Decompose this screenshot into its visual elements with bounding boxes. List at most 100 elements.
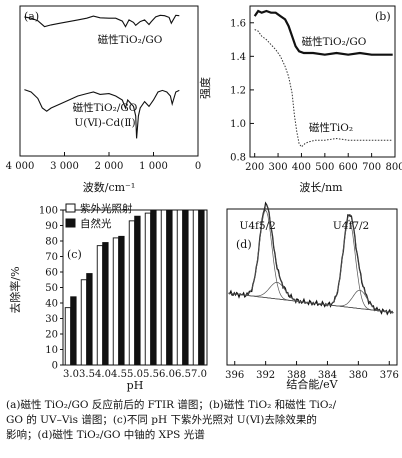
- panel-a-x-axis-label: 波数/cm⁻¹: [83, 181, 136, 194]
- panel-c-y-tick-label: 30: [45, 314, 58, 325]
- panel-a-x-tick-label: 1 000: [139, 161, 168, 172]
- panel-b-series-2-label: 磁性TiO₂: [309, 121, 353, 134]
- panel-c-x-tick-label: 6.5: [175, 369, 191, 380]
- panel-b-y-tick-label: 1.2: [230, 85, 246, 96]
- panel-c-x-tick-label: 4.0: [95, 369, 111, 380]
- panel-c-bar-uv: [192, 209, 200, 366]
- panel-c-bar-uv: [64, 307, 72, 366]
- panel-c-bar-natural: [134, 215, 141, 366]
- panel-d-x-tick-label: 388: [287, 370, 306, 381]
- panel-b-x-tick-label: 200: [245, 162, 264, 173]
- panel-c-x-tick-label: 4.5: [111, 369, 127, 380]
- panel-c-bar-natural: [118, 235, 125, 366]
- panel-b-uvvis: (b) 200 300 400 500 600 700 800 0.8 1.0 1.2 1.4 1.6…: [198, 5, 402, 194]
- panel-b-series-1-label: 磁性TiO₂/GO: [302, 35, 367, 48]
- panel-d-fit-component: [228, 289, 394, 313]
- panel-d-series-group: [228, 201, 394, 316]
- panel-a-x-ticks: 4 000 3 000 2 000 1 000 0: [6, 152, 201, 172]
- panel-d-peak-annotation: U4f7/2: [333, 220, 369, 232]
- panel-c-x-tick-label: 7.0: [191, 369, 207, 380]
- panel-c-y-tick-label: 40: [45, 299, 58, 310]
- panel-c-y-tick-label: 10: [45, 345, 58, 356]
- panel-a-series-group: [24, 14, 180, 139]
- panel-c-bar-natural: [182, 209, 189, 366]
- panel-a-x-tick-label: 2 000: [95, 161, 124, 172]
- panel-b-x-tick-label: 300: [269, 162, 288, 173]
- panel-d-label: (d): [236, 238, 252, 251]
- panel-c-bar-natural: [198, 209, 205, 366]
- panel-d-x-ticks: 396 392 388 384 380 376: [225, 361, 399, 381]
- panel-a-series-2-label-line1: 磁性TiO₂/GO: [73, 101, 138, 114]
- panel-c-y-tick-label: 20: [45, 330, 58, 341]
- panel-a-x-tick-label: 4 000: [6, 161, 35, 172]
- panel-c-removal-bars: (c) 3.0 3.5 4.0 4.5 5.0 5.5 6.0 6.5 7.0 0 10 20 30 40…: [8, 202, 208, 392]
- panel-b-series-group: [253, 9, 393, 148]
- panel-d-fit-component: [228, 219, 394, 313]
- panel-c-bar-uv: [112, 237, 120, 366]
- panel-c-bar-uv: [144, 212, 152, 366]
- panel-c-bar-uv: [96, 245, 104, 366]
- panel-b-y-axis-label: 强度: [198, 77, 212, 99]
- panel-c-y-tick-label: 90: [45, 221, 58, 232]
- panel-d-x-tick-label: 392: [256, 370, 275, 381]
- panel-d-x-tick-label: 396: [225, 370, 244, 381]
- panel-b-x-tick-label: 800: [385, 162, 402, 173]
- panel-b-y-tick-label: 1.0: [230, 119, 246, 130]
- panel-c-y-tick-label: 0: [52, 361, 58, 372]
- panel-a-series-1-label: 磁性TiO₂/GO: [98, 33, 163, 46]
- panel-c-bar-uv: [80, 279, 88, 366]
- figure-caption: (a)磁性 TiO₂/GO 反应前后的 FTIR 谱图；(b)磁性 TiO₂ 和…: [6, 398, 396, 443]
- panel-b-ticks: 200 300 400 500 600 700 800 0.8 1.0 1.2 1.4 1.6: [230, 18, 402, 173]
- panel-a-ftir: (a) 4 000 3 000 2 000 1 000 0 波数/cm⁻¹ 磁性TiO₂…: [6, 5, 201, 194]
- panel-c-legend-swatch-uv: [65, 203, 76, 213]
- panel-c-ticks: 3.0 3.5 4.0 4.5 5.0 5.5 6.0 6.5 7.0 0 10 20 30 40 50 60…: [39, 206, 207, 381]
- panel-d-x-tick-label: 376: [380, 370, 399, 381]
- panel-c-x-tick-label: 5.0: [127, 369, 143, 380]
- caption-line-2: GO 的 UV–Vis 谱图；(c)不同 pH 下紫外光照对 U(Ⅵ)去除效果的: [6, 414, 317, 426]
- panel-a-x-tick-label: 0: [195, 161, 201, 172]
- panel-b-frame: [249, 5, 396, 158]
- panel-b-y-tick-label: 1.6: [230, 18, 246, 29]
- panel-c-y-axis-label: 去除率/%: [8, 266, 22, 313]
- panel-c-x-tick-label: 5.5: [143, 369, 159, 380]
- panel-d-peak-annotation: U4f5/2: [239, 220, 275, 232]
- panel-a-x-tick-label: 3 000: [50, 161, 79, 172]
- panel-a-series-2-line: [24, 89, 180, 139]
- panel-d-fit-component: [228, 282, 394, 313]
- panel-c-x-tick-label: 6.0: [159, 369, 175, 380]
- panel-c-bar-natural: [70, 296, 77, 366]
- panel-c-bar-uv: [128, 220, 136, 366]
- panel-b-y-tick-label: 1.4: [230, 52, 246, 63]
- panel-c-legend-label-natural: 自然光: [80, 217, 112, 230]
- panel-d-x-axis-label: 结合能/eV: [286, 377, 338, 391]
- panel-c-bar-natural: [166, 209, 173, 366]
- panel-c-y-tick-label: 80: [45, 237, 58, 248]
- panel-d-frame: [226, 208, 398, 366]
- panel-d-x-tick-label: 384: [318, 370, 337, 381]
- panel-c-y-tick-label: 60: [45, 268, 58, 279]
- panel-a-series-1-line: [24, 14, 180, 28]
- panel-c-x-tick-label: 3.5: [79, 369, 95, 380]
- panel-b-series-1-line: [253, 9, 393, 56]
- panel-c-legend-swatch-natural: [65, 218, 76, 228]
- caption-line-3: 影响；(d)磁性 TiO₂/GO 中铀的 XPS 光谱: [6, 429, 205, 441]
- panel-c-legend-label-uv: 紫外光照射: [80, 202, 133, 215]
- panel-b-series-2-line: [254, 29, 393, 148]
- panel-c-y-tick-label: 50: [45, 283, 58, 294]
- panel-c-bar-natural: [102, 242, 109, 366]
- panel-b-x-tick-label: 600: [339, 162, 358, 173]
- panel-c-y-tick-label: 100: [39, 206, 58, 217]
- panel-b-x-tick-label: 500: [315, 162, 334, 173]
- panel-a-series-2-label-line2: U(Ⅵ)-Cd(Ⅱ): [74, 117, 135, 129]
- panel-d-annotations: U4f5/2 U4f7/2: [239, 220, 369, 232]
- panel-a-label: (a): [24, 10, 39, 23]
- panel-b-x-tick-label: 400: [292, 162, 311, 173]
- panel-b-x-axis-label: 波长/nm: [299, 181, 343, 194]
- panel-c-bar-uv: [160, 209, 168, 366]
- panel-d-x-tick-label: 380: [349, 370, 368, 381]
- panel-c-y-tick-label: 70: [45, 252, 58, 263]
- panel-c-bar-natural: [150, 209, 157, 366]
- panel-c-bars-group: [64, 209, 205, 366]
- panel-b-y-tick-label: 0.8: [230, 153, 246, 164]
